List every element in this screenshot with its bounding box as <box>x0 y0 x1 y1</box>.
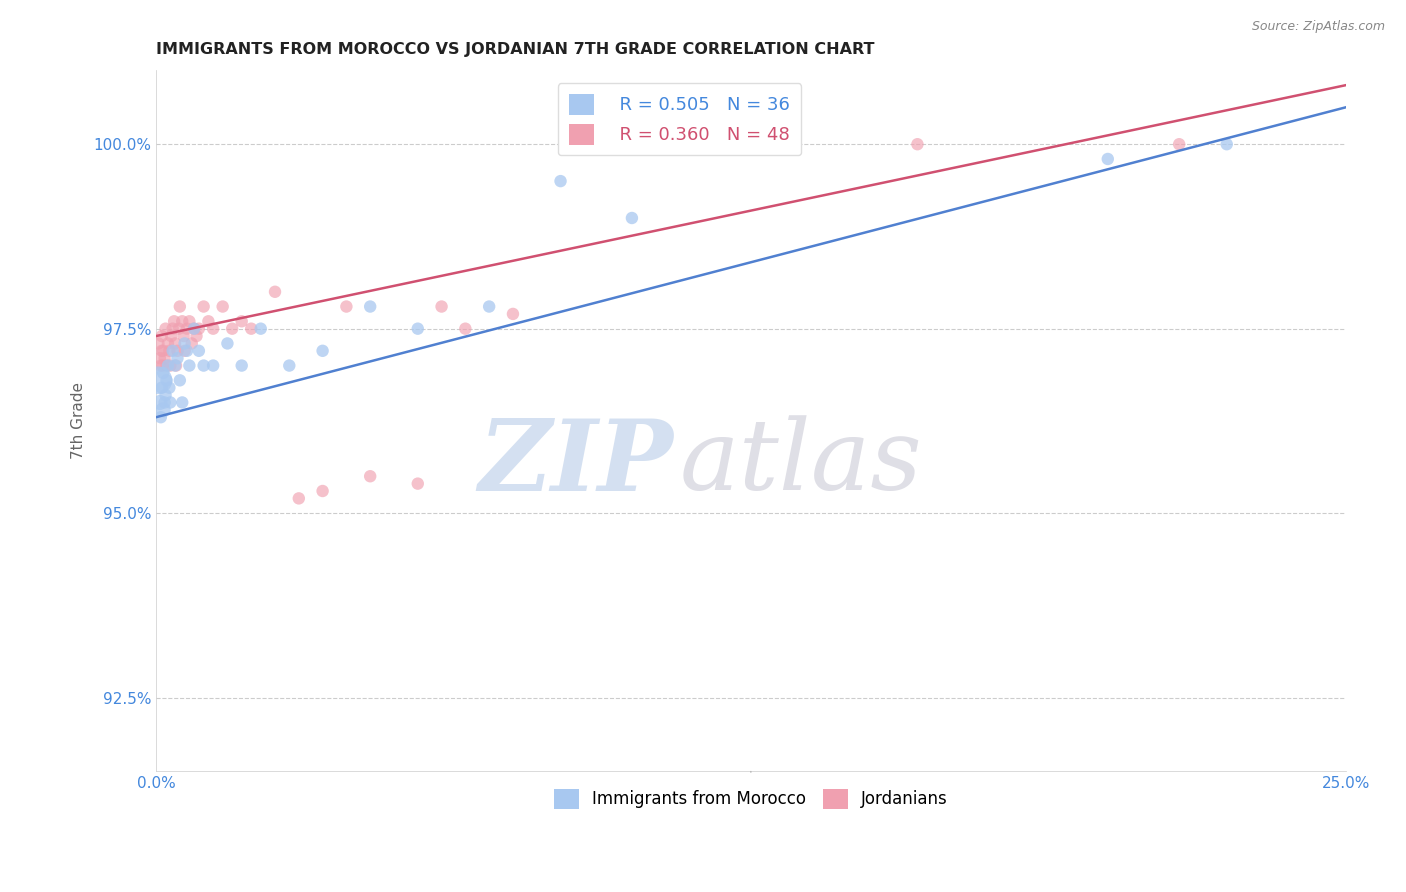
Point <box>167 321 190 335</box>
Point <box>165 359 187 373</box>
Point <box>165 359 187 373</box>
Point <box>183 321 205 335</box>
Point <box>176 343 198 358</box>
Point <box>264 285 287 299</box>
Point <box>169 373 191 387</box>
Point <box>1168 137 1191 152</box>
Point <box>173 336 195 351</box>
Point <box>1097 152 1119 166</box>
Point <box>240 321 263 335</box>
Point <box>211 300 233 314</box>
Point <box>149 395 172 409</box>
Point <box>155 388 177 402</box>
Point <box>454 321 477 335</box>
Point <box>148 336 170 351</box>
Point <box>202 321 225 335</box>
Point <box>311 483 333 498</box>
Point <box>187 343 209 358</box>
Point <box>166 351 188 366</box>
Point <box>278 359 301 373</box>
Point <box>172 395 194 409</box>
Point <box>249 321 271 335</box>
Point <box>159 359 181 373</box>
Y-axis label: 7th Grade: 7th Grade <box>72 383 86 459</box>
Point <box>217 336 239 351</box>
Point <box>152 402 174 417</box>
Text: ZIP: ZIP <box>478 415 673 511</box>
Point <box>179 314 201 328</box>
Point <box>152 343 174 358</box>
Point <box>162 343 184 358</box>
Point <box>155 321 177 335</box>
Point <box>231 359 253 373</box>
Point <box>163 314 186 328</box>
Point <box>179 359 201 373</box>
Point <box>173 343 195 358</box>
Text: IMMIGRANTS FROM MOROCCO VS JORDANIAN 7TH GRADE CORRELATION CHART: IMMIGRANTS FROM MOROCCO VS JORDANIAN 7TH… <box>156 42 875 57</box>
Point <box>157 381 180 395</box>
Point <box>550 174 572 188</box>
Point <box>150 329 173 343</box>
Point <box>478 300 501 314</box>
Point <box>149 410 172 425</box>
Point <box>502 307 524 321</box>
Point <box>162 321 184 335</box>
Point <box>160 329 183 343</box>
Point <box>406 321 429 335</box>
Point <box>157 343 180 358</box>
Point <box>149 351 172 366</box>
Point <box>907 137 929 152</box>
Point <box>153 395 176 409</box>
Point <box>156 359 179 373</box>
Point <box>193 300 215 314</box>
Point <box>183 321 205 335</box>
Point <box>152 366 174 380</box>
Point <box>406 476 429 491</box>
Point <box>620 211 643 225</box>
Point <box>197 314 219 328</box>
Point <box>186 329 208 343</box>
Point <box>335 300 357 314</box>
Point <box>1216 137 1239 152</box>
Point <box>148 373 170 387</box>
Point <box>155 373 177 387</box>
Point <box>155 359 177 373</box>
Legend: Immigrants from Morocco, Jordanians: Immigrants from Morocco, Jordanians <box>547 782 955 815</box>
Point <box>172 314 194 328</box>
Point <box>288 491 311 506</box>
Point <box>311 343 333 358</box>
Point <box>359 300 381 314</box>
Point <box>153 351 176 366</box>
Point <box>149 359 172 373</box>
Point <box>193 359 215 373</box>
Point <box>221 321 243 335</box>
Point <box>150 381 173 395</box>
Point <box>152 359 174 373</box>
Text: atlas: atlas <box>679 416 922 510</box>
Point <box>176 321 198 335</box>
Point <box>159 395 181 409</box>
Point <box>150 343 173 358</box>
Point <box>173 329 195 343</box>
Point <box>156 336 179 351</box>
Point <box>166 343 188 358</box>
Point <box>430 300 453 314</box>
Point <box>187 321 209 335</box>
Point <box>359 469 381 483</box>
Point <box>231 314 253 328</box>
Point <box>202 359 225 373</box>
Point <box>165 336 187 351</box>
Text: Source: ZipAtlas.com: Source: ZipAtlas.com <box>1251 20 1385 33</box>
Point <box>169 300 191 314</box>
Point <box>180 336 202 351</box>
